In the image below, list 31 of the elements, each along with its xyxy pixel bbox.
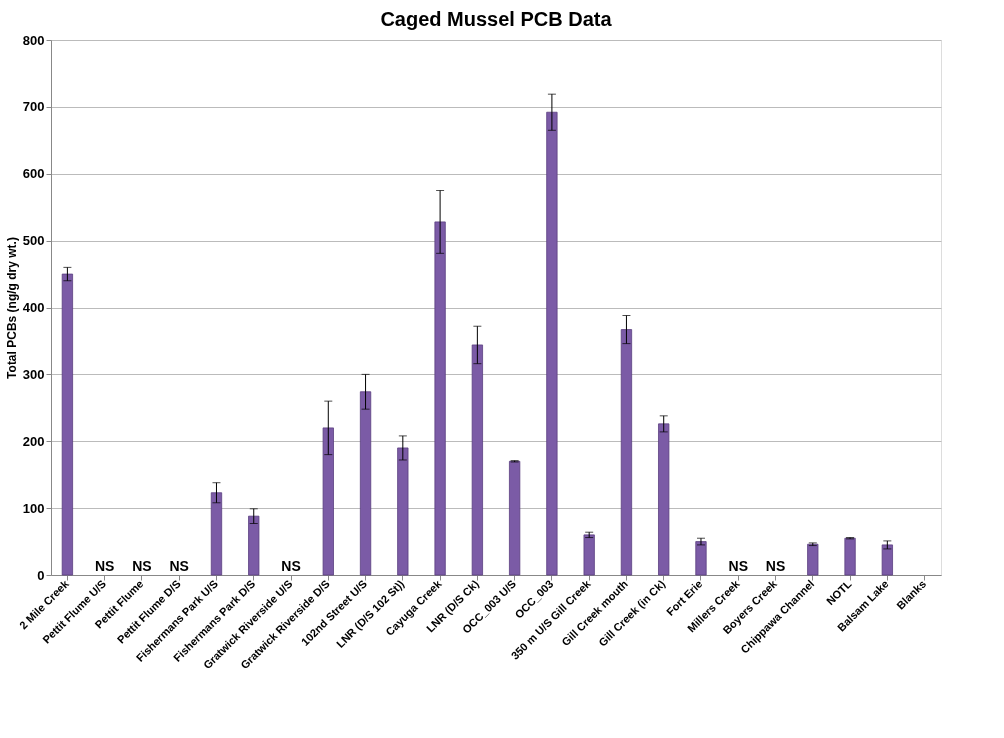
y-tick-label: 600 <box>22 166 45 182</box>
bar <box>807 543 819 576</box>
y-tick-label: 0 <box>37 567 45 583</box>
bar <box>359 391 372 576</box>
y-tick-label: 400 <box>22 300 45 315</box>
bar <box>322 427 334 576</box>
bar <box>844 537 856 576</box>
bar <box>248 515 260 576</box>
bar <box>61 273 74 576</box>
y-tick-label: 800 <box>22 32 45 48</box>
bar <box>620 329 633 576</box>
bar <box>397 447 409 576</box>
y-tick-label: 200 <box>22 433 45 449</box>
bar <box>658 423 670 576</box>
y-tick-label: 700 <box>22 99 45 115</box>
text: NS <box>94 558 115 574</box>
bar <box>471 344 483 576</box>
text: NS <box>169 558 189 574</box>
bar <box>546 111 558 576</box>
text: NS <box>765 558 786 574</box>
y-tick-label: 100 <box>22 500 45 516</box>
bar <box>434 221 446 576</box>
y-tick-label: 300 <box>22 366 45 382</box>
bar <box>509 460 521 576</box>
chart-title: Caged Mussel PCB Data <box>380 8 613 30</box>
text: NS <box>132 558 152 574</box>
text: NS <box>728 558 748 574</box>
bar <box>210 492 223 576</box>
y-tick-label: 500 <box>22 233 45 249</box>
y-axis-title: Total PCBs (ng/g dry wt.) <box>4 237 19 379</box>
text: NS <box>281 558 301 574</box>
